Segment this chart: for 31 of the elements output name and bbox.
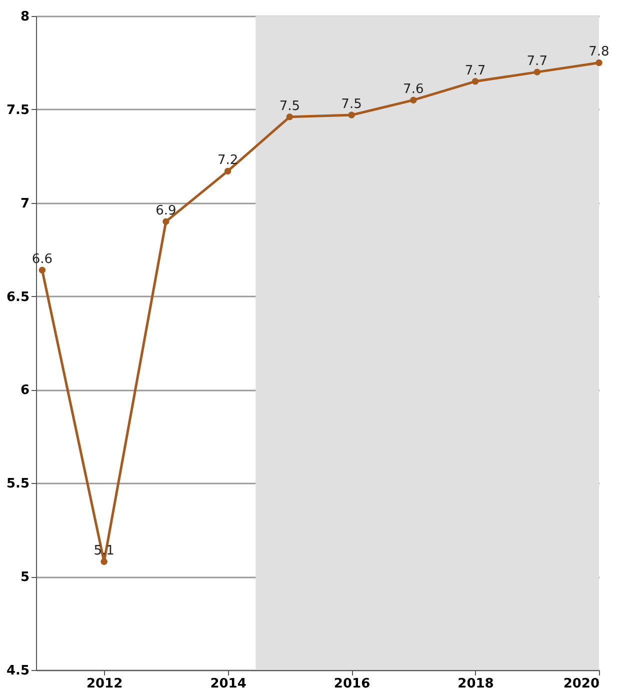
- data-label: 7.7: [464, 63, 486, 78]
- x-tick-label: 2014: [210, 676, 246, 692]
- y-tick-label: 6: [20, 383, 30, 398]
- point: [534, 68, 540, 76]
- data-label: 7.2: [217, 153, 238, 168]
- y-tick-label: 5: [20, 570, 30, 586]
- data-label: 7.7: [526, 54, 548, 70]
- data-label: 7.6: [403, 82, 424, 98]
- point: [100, 558, 108, 565]
- y-tick-label: 5.5: [6, 476, 30, 492]
- data-label: 7.5: [341, 97, 362, 112]
- point: [410, 96, 417, 104]
- x-tick-label: 2018: [458, 676, 494, 692]
- y-tick-label: 6.5: [6, 290, 30, 305]
- point: [38, 266, 46, 274]
- y-tick-label: 8: [20, 10, 30, 24]
- data-label: 7.8: [588, 44, 610, 60]
- y-tick-label: 7.5: [6, 102, 30, 118]
- x-tick-label: 2020: [563, 676, 600, 692]
- data-label: 7.5: [279, 98, 300, 114]
- data-label: 6.9: [156, 204, 176, 219]
- x-tick-label: 2016: [334, 676, 370, 692]
- y-tick-label: 4.5: [6, 664, 30, 678]
- point: [162, 218, 170, 225]
- point: [472, 78, 479, 85]
- x-tick-label: 2012: [86, 676, 123, 692]
- point: [596, 59, 602, 66]
- point: [286, 114, 294, 120]
- point: [224, 168, 232, 174]
- y-tick-label: 7: [20, 196, 30, 212]
- point: [348, 112, 355, 118]
